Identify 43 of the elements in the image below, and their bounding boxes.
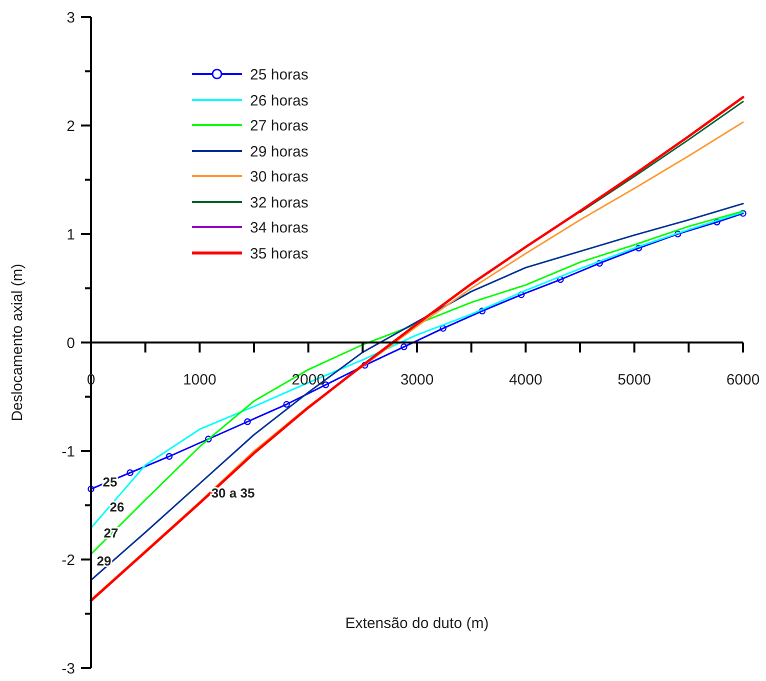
point <box>518 291 525 298</box>
legend-label: 34 horas <box>250 219 308 236</box>
line-series <box>579 100 744 214</box>
point <box>166 453 173 460</box>
annotation: 30 a 35 <box>211 486 255 501</box>
y-tick-label: 0 <box>66 334 75 352</box>
point <box>596 260 603 267</box>
legend-label: 29 horas <box>250 143 308 160</box>
point <box>440 324 446 332</box>
point <box>635 244 642 252</box>
point <box>400 343 408 350</box>
legend-label: 32 horas <box>250 194 308 212</box>
point <box>740 210 746 217</box>
legend-label: 25 horas <box>250 66 308 84</box>
y-axis-title: Deslocamento axial (m) <box>9 264 26 422</box>
x-tick-label: 5000 <box>618 372 652 388</box>
point <box>244 418 251 426</box>
point <box>88 486 94 492</box>
point <box>204 436 212 442</box>
point <box>674 230 682 238</box>
x-tick-label: 6000 <box>726 372 760 388</box>
y-tick-label: 1 <box>66 226 75 244</box>
y-tick-label: 3 <box>66 9 75 26</box>
point <box>283 400 290 408</box>
x-tick-label: 1000 <box>182 372 216 388</box>
point <box>557 276 564 283</box>
point <box>478 308 486 314</box>
annotation: 29 <box>96 554 112 569</box>
y-tick-label: 2 <box>66 118 75 135</box>
legend-label: 26 horas <box>250 92 308 110</box>
point <box>714 218 720 226</box>
legend-label: 30 horas <box>250 168 308 186</box>
x-tick-label: 3000 <box>400 372 434 388</box>
y-tick-label: -2 <box>62 552 75 569</box>
y-tick-label: -3 <box>62 660 75 678</box>
annotation: 26 <box>110 500 124 515</box>
legend-label: 27 horas <box>250 117 308 134</box>
point <box>126 469 134 476</box>
x-axis-title: Extensão do duto (m) <box>345 615 489 632</box>
x-tick-label: 4000 <box>508 372 542 388</box>
legend-label: 35 horas <box>250 245 308 262</box>
y-tick-label: -1 <box>62 443 75 460</box>
point <box>361 362 368 369</box>
